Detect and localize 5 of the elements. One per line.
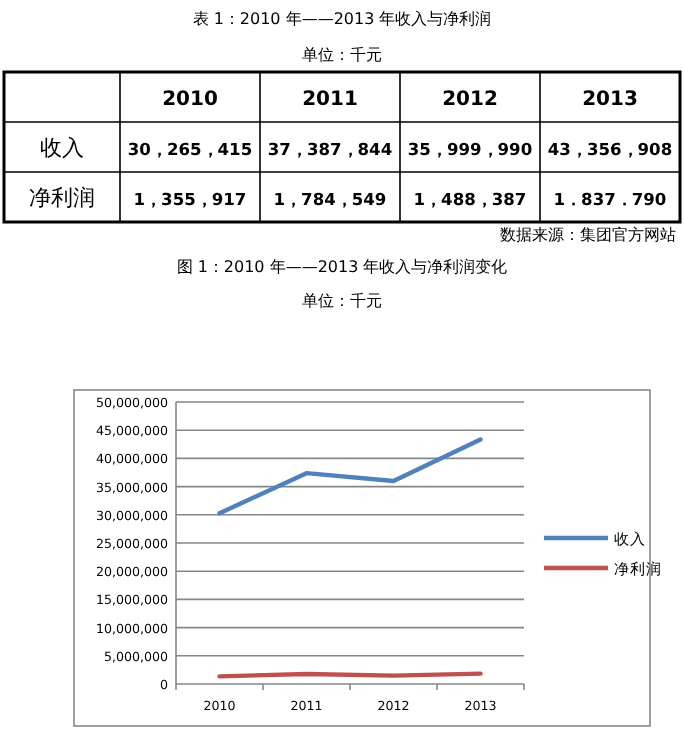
- table: 表 1：2010 年——2013 年收入与净利润 单位：千元 2010 2011 2012 2013 收入 30，265，415 37，387，844 35，999，990 43，356，908 净利润 1，355，917 1，784，549 1，488，387 1．837．790 数据来源：集团官方网站: [2, 10, 682, 244]
- chart-title: 图 1：2010 年——2013 年收入与净利润变化: [176, 258, 508, 276]
- source-note: 数据来源：集团官方网站: [500, 226, 676, 244]
- chart-subtitle: 单位：千元: [302, 292, 382, 310]
- line-series: [217, 437, 483, 516]
